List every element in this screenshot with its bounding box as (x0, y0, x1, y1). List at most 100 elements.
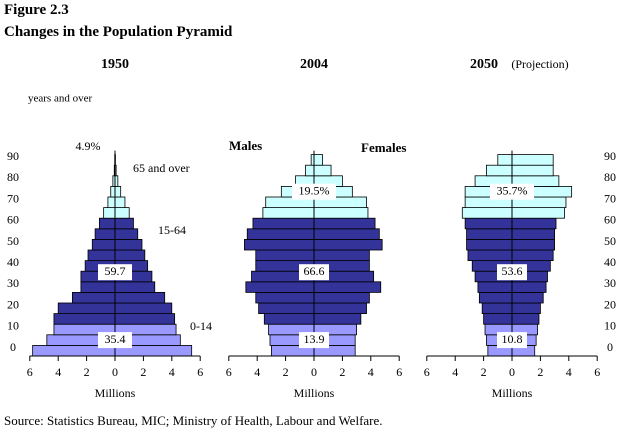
x-tick-label-1950-5: 4 (169, 365, 175, 379)
bar-1950-male-50-54 (91, 238, 116, 251)
bar-2004-female-65-69 (313, 207, 369, 219)
bar-2050-female-85-89 (511, 164, 554, 177)
bar-1950-male-65-69 (103, 207, 116, 219)
panel-year-2004: 2004 (300, 57, 328, 72)
bar-2004-female-85-89 (313, 164, 332, 177)
y-tick-right-40: 40 (604, 255, 616, 269)
y-tick-left-10: 10 (7, 319, 19, 333)
share-working-2004-box (299, 264, 329, 281)
bar-2050-female-60-64 (511, 217, 557, 230)
y-tick-right-90: 90 (604, 149, 616, 163)
y-tick-right-50: 50 (604, 234, 616, 248)
x-tick-label-1950-3: 0 (112, 365, 118, 379)
bar-1950-male-30-34 (80, 281, 116, 293)
bar-2050-female-90+ (511, 154, 554, 166)
annotation-females: Females (361, 140, 406, 155)
bar-2050-male-45-49 (467, 249, 513, 262)
bar-2004-male-60-64 (252, 217, 315, 230)
x-tick-label-2050-4: 2 (537, 365, 543, 379)
bar-1950-female-50-54 (114, 238, 143, 251)
x-tick-label-2004-2: 2 (283, 365, 289, 379)
bar-2004-female-20-24 (313, 302, 367, 315)
bar-2050-female-20-24 (511, 302, 541, 315)
x-tick-label-2004-0: 6 (226, 365, 232, 379)
bar-2050-female-30-34 (511, 281, 547, 293)
bar-1950-female-55-59 (114, 228, 139, 240)
bar-2004-male-20-24 (258, 302, 315, 315)
bar-1950-female-20-24 (114, 302, 173, 315)
share-young-2004-box (299, 332, 329, 349)
x-tick-label-2050-5: 4 (566, 365, 572, 379)
panel-note-2050: (Projection) (511, 57, 568, 71)
source-note: Source: Statistics Bureau, MIC; Ministry… (4, 413, 383, 428)
x-tick-label-2050-6: 6 (594, 365, 600, 379)
share-young-1950: 35.4 (105, 332, 126, 346)
bar-2050-female-25-29 (511, 291, 544, 304)
bar-1950-female-25-29 (114, 291, 166, 304)
share-old-2050-box (490, 183, 534, 200)
x-axis-label-2050: Millions (492, 386, 533, 400)
y-tick-right-0: 0 (607, 340, 613, 354)
bar-2004-female-25-29 (313, 291, 370, 304)
bar-2050-male-85-89 (486, 164, 513, 177)
bar-2050-female-65-69 (511, 207, 565, 219)
bar-1950-male-55-59 (94, 228, 116, 240)
bar-2050-male-25-29 (478, 291, 513, 304)
annotation-males: Males (229, 138, 262, 153)
share-working-2050-box (497, 264, 527, 281)
annotation-65-and-over: 65 and over (133, 161, 190, 175)
y-tick-left-0: 0 (10, 340, 16, 354)
bar-2004-male-55-59 (246, 228, 315, 240)
bar-1950-male-15-19 (53, 313, 116, 325)
y-tick-left-20: 20 (7, 297, 19, 311)
bar-2004-female-30-34 (313, 281, 382, 293)
bar-2050-male-65-69 (461, 207, 513, 219)
bar-2004-male-25-29 (255, 291, 315, 304)
share-old-1950: 4.9% (76, 139, 101, 153)
x-tick-label-2050-1: 4 (452, 365, 458, 379)
annotation-years-and-over: years and over (28, 93, 92, 105)
share-working-2004: 66.6 (304, 264, 325, 278)
bar-2004-female-45-49 (313, 249, 370, 262)
share-old-2004: 19.5% (299, 183, 330, 197)
bar-2004-male-65-69 (262, 207, 315, 219)
bar-1950-male-45-49 (87, 249, 116, 262)
figure-title: Changes in the Population Pyramid (4, 24, 233, 40)
bar-2004-female-90+ (313, 154, 323, 166)
bar-2050-male-30-34 (477, 281, 513, 293)
panel-year-2050: 2050 (470, 57, 498, 72)
x-tick-label-1950-2: 2 (84, 365, 90, 379)
figure-number: Figure 2.3 (4, 2, 69, 18)
bar-2050-female-50-54 (511, 238, 555, 251)
share-working-1950: 59.7 (105, 264, 126, 278)
y-tick-right-60: 60 (604, 213, 616, 227)
x-tick-label-2050-2: 2 (481, 365, 487, 379)
panel-year-1950: 1950 (101, 57, 129, 72)
bar-1950-female-45-49 (114, 249, 146, 262)
bar-2050-male-50-54 (466, 238, 513, 251)
bar-2050-female-45-49 (511, 249, 554, 262)
y-tick-left-60: 60 (7, 213, 19, 227)
x-tick-label-2004-6: 6 (396, 365, 402, 379)
x-tick-label-1950-6: 6 (197, 365, 203, 379)
bar-1950-female-70-74 (114, 196, 126, 209)
bar-2004-male-45-49 (255, 249, 315, 262)
x-tick-label-1950-0: 6 (27, 365, 33, 379)
bar-2004-female-15-19 (313, 313, 362, 325)
bar-1950-female-15-19 (114, 313, 176, 325)
y-tick-right-10: 10 (604, 319, 616, 333)
y-tick-left-30: 30 (7, 276, 19, 290)
x-axis-label-2004: Millions (294, 386, 335, 400)
y-tick-right-30: 30 (604, 276, 616, 290)
bar-1950-male-70-74 (107, 196, 116, 209)
bar-2050-male-20-24 (481, 302, 513, 315)
x-tick-label-2050-3: 0 (509, 365, 515, 379)
bar-2004-female-60-64 (313, 217, 376, 230)
share-young-2050-box (497, 332, 527, 349)
y-tick-left-70: 70 (7, 191, 19, 205)
bar-2004-male-50-54 (244, 238, 315, 251)
share-young-2004: 13.9 (304, 332, 325, 346)
bar-2050-male-60-64 (464, 217, 513, 230)
y-tick-left-80: 80 (7, 170, 19, 184)
y-tick-right-70: 70 (604, 191, 616, 205)
